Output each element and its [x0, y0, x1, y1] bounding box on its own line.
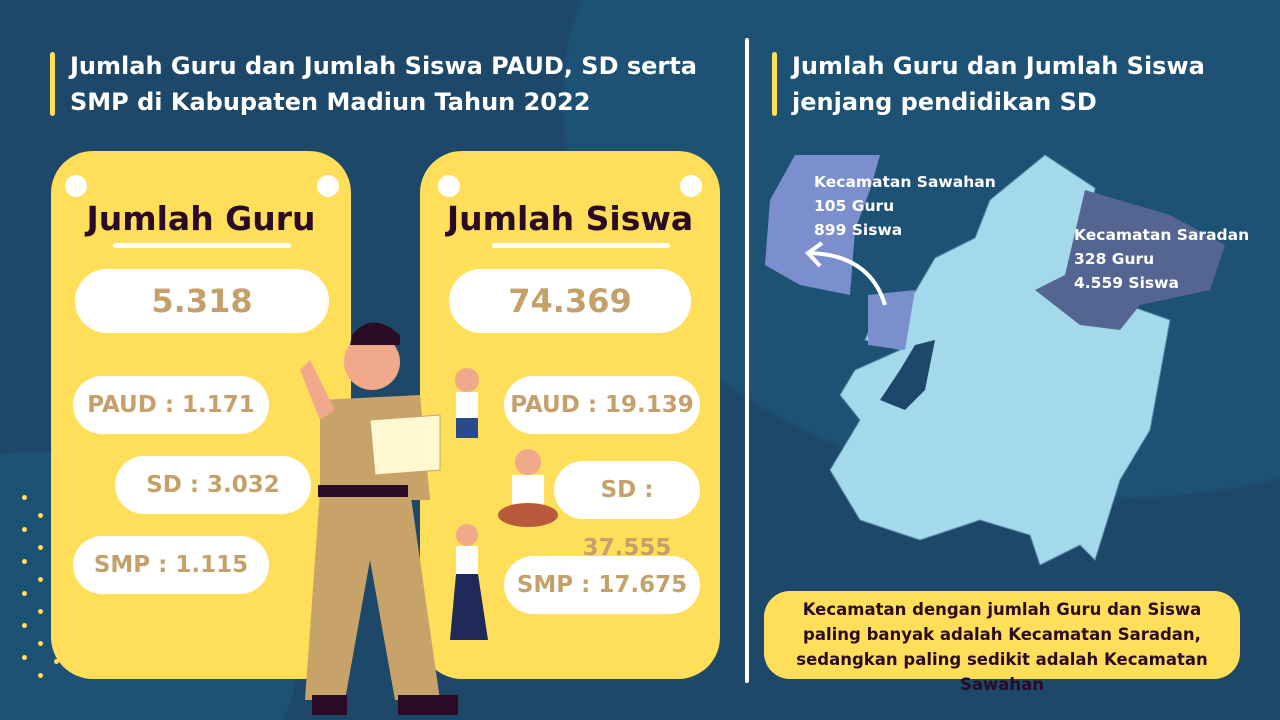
dot	[54, 659, 59, 664]
sawahan-guru: 105 Guru	[814, 197, 895, 215]
card-hole	[680, 175, 702, 197]
teacher-illustration	[300, 322, 458, 715]
guru-paud: PAUD : 1.171	[73, 376, 269, 434]
dot	[22, 655, 27, 660]
saradan-name: Kecamatan Saradan	[1074, 226, 1250, 244]
right-title: Jumlah Guru dan Jumlah Siswa jenjang pen…	[772, 48, 1232, 120]
card-hole	[65, 175, 87, 197]
divider	[745, 38, 749, 683]
card-hole	[317, 175, 339, 197]
dot	[22, 559, 27, 564]
underline	[113, 243, 291, 248]
conclusion-note: Kecamatan dengan jumlah Guru dan Siswa p…	[764, 591, 1240, 694]
siswa-total: 74.369	[449, 269, 691, 333]
underline	[492, 243, 670, 248]
sawahan-label: Kecamatan Sawahan 105 Guru 899 Siswa	[814, 170, 996, 242]
saradan-guru: 328 Guru	[1074, 250, 1155, 268]
dot	[38, 673, 43, 678]
saradan-label: Kecamatan Saradan 328 Guru 4.559 Siswa	[1074, 223, 1249, 295]
siswa-paud: PAUD : 19.139	[504, 376, 700, 434]
dot	[38, 545, 43, 550]
guru-smp: SMP : 1.115	[73, 536, 269, 594]
sawahan-name: Kecamatan Sawahan	[814, 173, 996, 191]
dot	[22, 527, 27, 532]
dot	[38, 641, 43, 646]
dot	[22, 495, 27, 500]
siswa-heading: Jumlah Siswa	[446, 199, 694, 238]
dot	[22, 623, 27, 628]
guru-total: 5.318	[75, 269, 329, 333]
guru-sd: SD : 3.032	[115, 456, 311, 514]
siswa-smp: SMP : 17.675	[504, 556, 700, 614]
madiun-map	[765, 154, 1225, 566]
dot	[38, 609, 43, 614]
dot	[38, 577, 43, 582]
dot	[38, 513, 43, 518]
guru-heading: Jumlah Guru	[86, 199, 316, 238]
sawahan-siswa: 899 Siswa	[814, 221, 903, 239]
saradan-siswa: 4.559 Siswa	[1074, 274, 1179, 292]
card-hole	[438, 175, 460, 197]
guru-card: Jumlah Guru 5.318 PAUD : 1.171 SD : 3.03…	[51, 151, 351, 679]
left-title: Jumlah Guru dan Jumlah Siswa PAUD, SD se…	[50, 48, 730, 120]
student-illustration	[450, 368, 558, 640]
dot	[22, 591, 27, 596]
